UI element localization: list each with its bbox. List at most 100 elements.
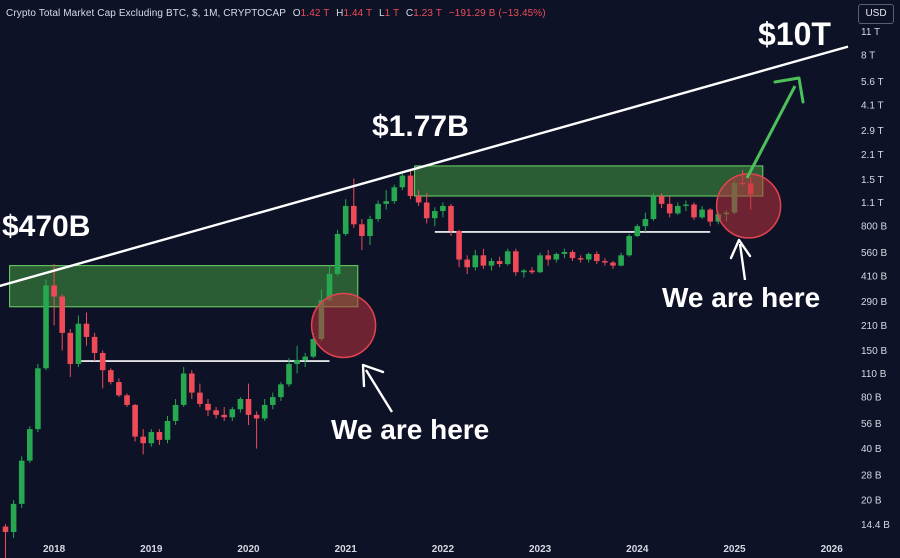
candle-body — [359, 224, 365, 237]
y-tick-label: 290 B — [861, 297, 887, 308]
candle — [626, 233, 632, 257]
candle-body — [440, 205, 446, 212]
target-arrow-head — [773, 76, 805, 104]
candle-body — [59, 296, 65, 333]
candle — [99, 350, 106, 389]
candle-body — [132, 404, 138, 437]
candle — [545, 250, 551, 266]
high-value: 1.44 T — [343, 8, 373, 19]
candle — [650, 192, 657, 221]
candle — [707, 208, 713, 227]
candle — [140, 429, 146, 455]
pointer-arrow-2025-head — [729, 238, 752, 260]
candle-body — [75, 323, 82, 364]
highlight-circle-2 — [715, 173, 782, 239]
candle — [51, 264, 57, 326]
candle — [221, 407, 227, 422]
candle — [2, 523, 9, 558]
candle-body — [594, 253, 600, 262]
candle — [577, 255, 584, 263]
candle — [399, 173, 406, 191]
candle-body — [375, 203, 381, 220]
candle — [205, 399, 211, 417]
candle-body — [124, 395, 130, 405]
candle-body — [399, 175, 406, 188]
candle-body — [577, 258, 584, 260]
candle-body — [618, 255, 624, 266]
y-tick-label: 20 B — [861, 496, 882, 507]
candle-body — [91, 336, 98, 353]
pointer-arrow-2020-head — [361, 363, 385, 388]
candle-body — [610, 262, 616, 266]
candle — [124, 393, 130, 408]
x-tick-label: 2026 — [821, 544, 844, 555]
candle-body — [83, 323, 90, 337]
y-tick-label: 110 B — [861, 369, 887, 380]
candle — [658, 192, 665, 209]
candle-body — [116, 382, 122, 396]
y-tick-label: 4.1 T — [861, 100, 884, 111]
candle-body — [334, 233, 341, 274]
candle — [172, 399, 179, 425]
currency-button[interactable]: USD — [858, 4, 894, 24]
candle-body — [67, 332, 74, 364]
candle — [148, 429, 155, 447]
y-tick-label: 14.4 B — [861, 520, 890, 531]
y-tick-label: 800 B — [861, 222, 887, 233]
candle — [456, 229, 462, 268]
candle — [602, 258, 608, 266]
candle — [488, 258, 495, 271]
overlays — [0, 45, 849, 413]
y-tick-label: 11 T — [861, 27, 880, 38]
candle-body — [302, 356, 308, 360]
resistance-zone-1 — [9, 265, 359, 308]
candle — [537, 252, 543, 274]
candle-body — [699, 209, 705, 218]
candle-body — [626, 236, 632, 256]
candle — [642, 212, 649, 232]
candle-body — [278, 384, 284, 398]
candle-body — [545, 255, 551, 260]
candle-body — [407, 175, 414, 197]
candle-body — [658, 196, 665, 204]
candle — [496, 256, 503, 268]
y-axis: 11 T 8 T 5.6 T 4.1 T 2.9 T 2.1 T 1.5 T 1.1 T 800… — [861, 27, 890, 531]
candle — [261, 399, 268, 422]
trendline — [0, 45, 849, 288]
candle — [618, 252, 624, 267]
candle — [75, 315, 82, 368]
y-tick-label: 8 T — [861, 51, 875, 62]
change-value: −191.29 B (−13.45%) — [448, 8, 546, 19]
candle-body — [602, 261, 608, 263]
candle-body — [51, 285, 57, 297]
candle-body — [99, 352, 106, 371]
we-are-here-label-2025: We are here — [662, 282, 821, 313]
candle-body — [513, 251, 519, 273]
close-value: 1.23 T — [413, 8, 442, 19]
we-are-here-label-2020: We are here — [331, 414, 490, 445]
close-label: C — [405, 8, 414, 19]
x-axis: 2018 2019 2020 2021 2022 2023 2024 2025 2026 — [43, 544, 843, 555]
candle-body — [707, 209, 713, 222]
x-tick-label: 2023 — [529, 544, 552, 555]
candle-body — [569, 251, 576, 259]
candle — [691, 202, 697, 220]
candle-body — [245, 399, 252, 415]
candle-body — [683, 204, 689, 206]
candle-body — [35, 368, 41, 430]
candle-body — [691, 204, 697, 218]
support-lines — [78, 231, 711, 362]
candles — [2, 170, 754, 558]
candle — [91, 332, 98, 362]
candle — [237, 397, 244, 413]
candle — [472, 250, 479, 271]
candle — [294, 345, 300, 374]
candle-body — [326, 273, 333, 301]
candle-body — [156, 432, 163, 440]
candle — [278, 382, 284, 401]
candle-body — [140, 436, 146, 444]
candle — [253, 411, 260, 449]
candle-body — [553, 253, 560, 260]
y-tick-label: 1.1 T — [861, 198, 884, 209]
